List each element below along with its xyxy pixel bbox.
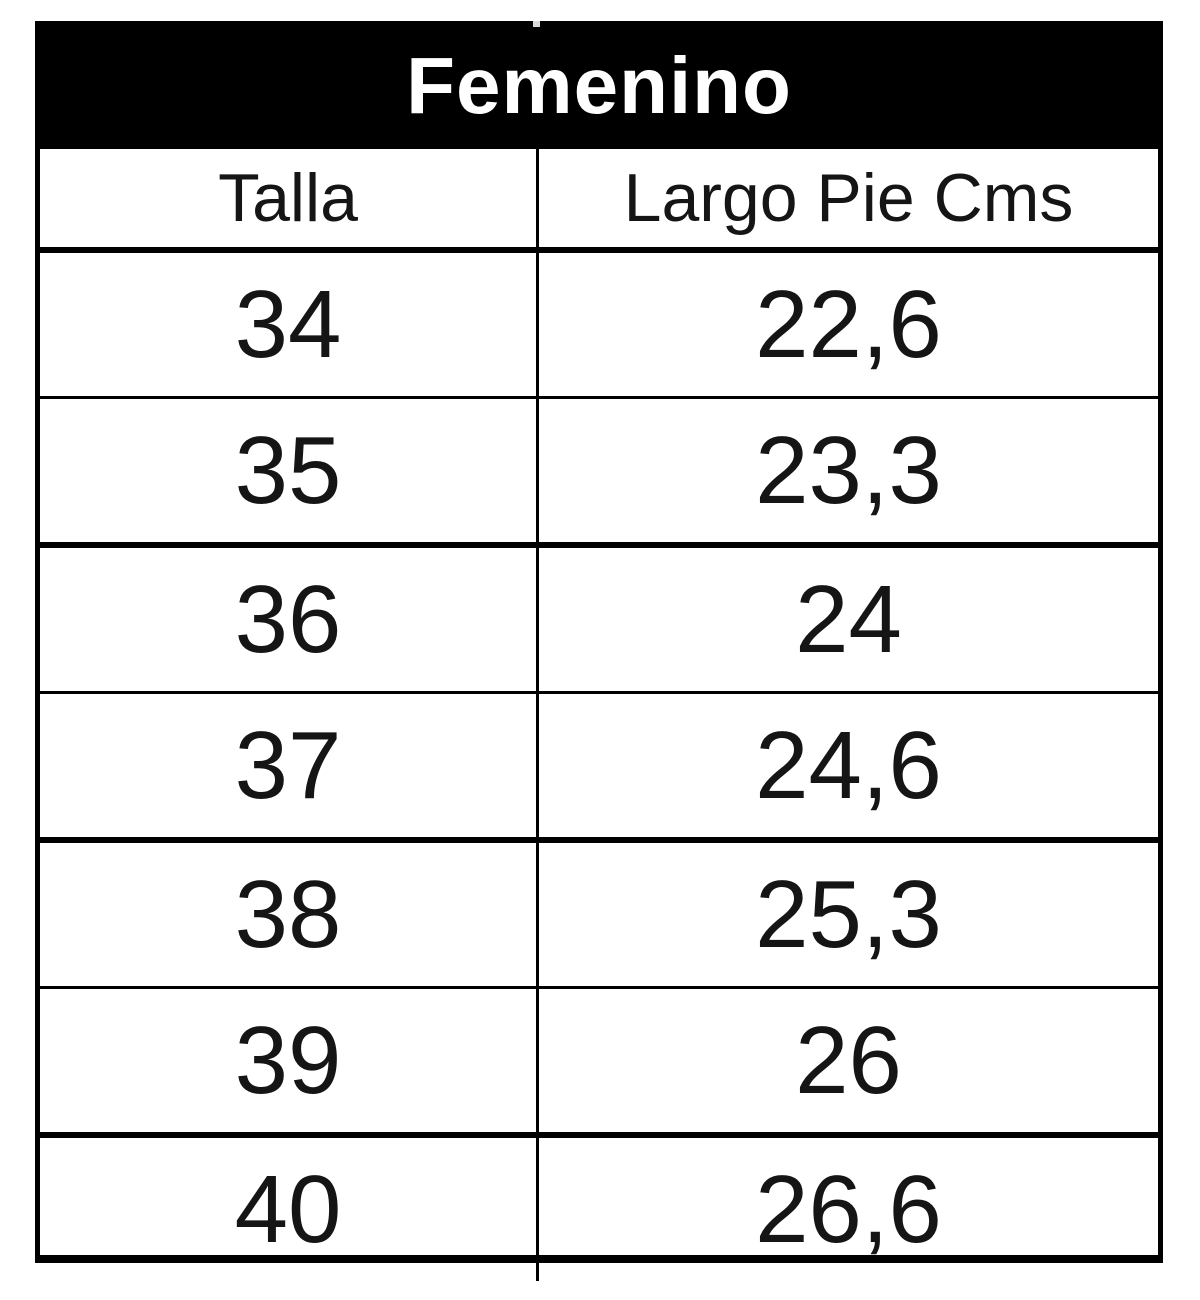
column-header-largo-pie-cms: Largo Pie Cms: [537, 146, 1158, 250]
table-row: 40 26,6: [40, 1132, 1158, 1281]
table-title: Femenino: [40, 26, 1158, 148]
cell-largo: 22,6: [537, 247, 1158, 398]
cell-talla: 39: [40, 986, 539, 1135]
cell-talla: 34: [40, 247, 539, 398]
size-chart-table-container: Femenino Talla Largo Pie Cms 34 22,6 35 …: [35, 21, 1163, 1281]
cell-talla: 37: [40, 691, 539, 840]
table-title-row: Femenino: [40, 26, 1158, 148]
column-header-row: Talla Largo Pie Cms: [40, 146, 1158, 250]
table-row: 38 25,3: [40, 837, 1158, 988]
cell-talla: 40: [40, 1132, 539, 1281]
cell-largo: 24: [537, 542, 1158, 693]
cell-largo: 26: [537, 986, 1158, 1135]
cell-talla: 35: [40, 396, 539, 545]
table-row: 35 23,3: [40, 396, 1158, 545]
size-table: Femenino Talla Largo Pie Cms 34 22,6 35 …: [40, 26, 1158, 1281]
table-row: 36 24: [40, 542, 1158, 693]
cell-largo: 25,3: [537, 837, 1158, 988]
cell-talla: 38: [40, 837, 539, 988]
cell-largo: 24,6: [537, 691, 1158, 840]
header-notch-artifact: [533, 21, 540, 27]
table-row: 39 26: [40, 986, 1158, 1135]
cell-talla: 36: [40, 542, 539, 693]
column-header-talla: Talla: [40, 146, 539, 250]
table-row: 34 22,6: [40, 247, 1158, 398]
cell-largo: 26,6: [537, 1132, 1158, 1281]
cell-largo: 23,3: [537, 396, 1158, 545]
table-row: 37 24,6: [40, 691, 1158, 840]
